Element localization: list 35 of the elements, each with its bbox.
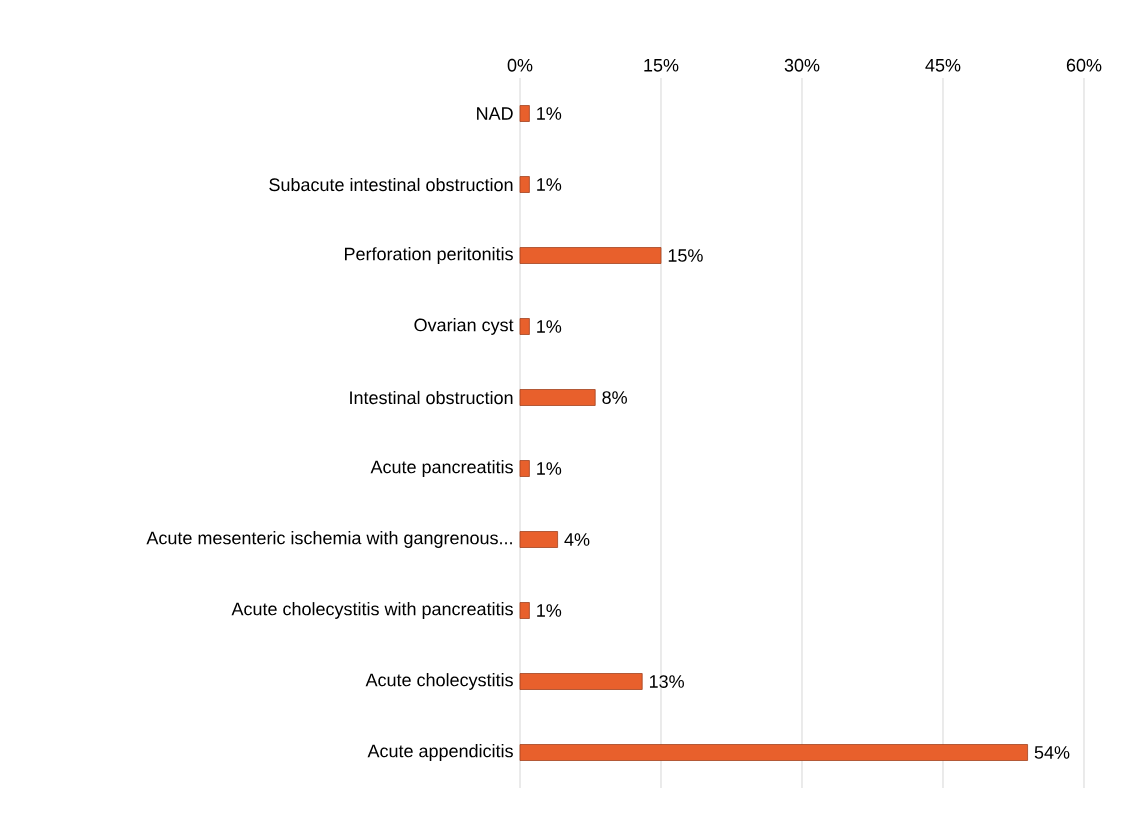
y-tick-label: Perforation peritonitis xyxy=(344,247,513,264)
x-tick-label: 15% xyxy=(644,58,679,72)
data-label: 1% xyxy=(537,107,562,120)
bar xyxy=(519,531,558,548)
bar xyxy=(519,673,643,690)
y-tick-label: Acute pancreatitis xyxy=(370,460,513,477)
data-label: 1% xyxy=(537,178,562,191)
bar xyxy=(519,318,530,335)
bar xyxy=(519,389,596,406)
data-label: 8% xyxy=(602,391,627,404)
data-label: 54% xyxy=(1034,746,1070,759)
data-label: 13% xyxy=(649,675,684,688)
y-tick-label: Subacute intestinal obstruction xyxy=(269,177,513,192)
y-tick-label: Intestinal obstruction xyxy=(350,390,513,405)
data-label: 1% xyxy=(537,462,562,475)
y-tick-label: Acute cholecystitis xyxy=(365,673,513,690)
bar xyxy=(519,460,530,477)
bar xyxy=(519,176,530,193)
bar xyxy=(519,247,662,264)
y-tick-label: Acute appendicitis xyxy=(367,744,513,761)
data-label: 1% xyxy=(537,604,562,617)
y-tick-label: Acute cholecystitis with pancreatitis xyxy=(231,602,513,619)
bar xyxy=(519,602,530,619)
x-tick-label: 30% xyxy=(784,58,820,72)
x-tick-label: 45% xyxy=(925,58,961,72)
data-label: 4% xyxy=(564,533,590,546)
bar xyxy=(519,105,530,122)
y-tick-label: Ovarian cyst xyxy=(414,318,514,335)
bar xyxy=(519,744,1028,761)
data-label: 1% xyxy=(537,320,562,333)
data-label: 15% xyxy=(668,249,703,262)
y-tick-label: Acute mesenteric ischemia with gangrenous... xyxy=(146,531,512,548)
x-tick-label: 0% xyxy=(507,58,533,72)
x-tick-label: 60% xyxy=(1066,58,1102,72)
y-tick-label: NAD xyxy=(477,107,513,120)
